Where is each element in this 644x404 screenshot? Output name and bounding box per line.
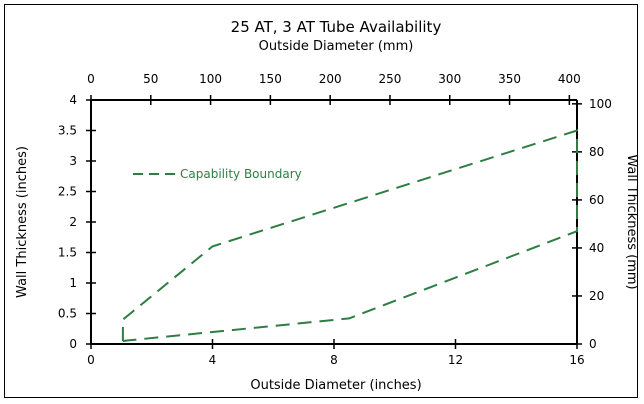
x-tick-label: 16	[569, 353, 584, 367]
y-tick-label: 3	[69, 154, 77, 168]
x2-tick-label: 0	[87, 72, 95, 86]
axes	[90, 99, 578, 345]
y2-tick-label: 80	[589, 145, 604, 159]
legend: Capability Boundary	[133, 167, 302, 181]
chart-frame	[4, 4, 638, 398]
x2-tick-label: 200	[319, 72, 342, 86]
x2-tick-label: 300	[438, 72, 461, 86]
x-tick-label: 8	[330, 353, 338, 367]
y-tick-label: 1.5	[58, 246, 77, 260]
y2-axis-title: Wall Thickness (mm)	[624, 154, 639, 289]
x-tick-label: 4	[209, 353, 217, 367]
x2-tick-label: 400	[558, 72, 581, 86]
y2-tick-label: 40	[589, 241, 604, 255]
y-tick-label: 1	[69, 276, 77, 290]
y-tick-label: 2.5	[58, 185, 77, 199]
legend-label: Capability Boundary	[180, 167, 302, 181]
x-axis-title: Outside Diameter (inches)	[250, 378, 421, 393]
x2-tick-label: 50	[143, 72, 158, 86]
x-tick-label: 12	[448, 353, 463, 367]
y2-tick-label: 0	[589, 337, 597, 351]
y-tick-label: 0.5	[58, 307, 77, 321]
chart-title: 25 AT, 3 AT Tube Availability	[231, 18, 442, 36]
y-tick-label: 4	[69, 93, 77, 107]
y-tick-label: 2	[69, 215, 77, 229]
x-tick-label: 0	[87, 353, 95, 367]
x2-tick-label: 250	[379, 72, 402, 86]
x2-tick-label: 100	[199, 72, 222, 86]
x2-axis-title: Outside Diameter (mm)	[259, 39, 414, 54]
y-tick-label: 3.5	[58, 124, 77, 138]
y-axis-title: Wall Thickness (inches)	[15, 146, 30, 298]
series-capability-boundary-line	[121, 129, 578, 342]
y2-tick-label: 60	[589, 193, 604, 207]
y2-tick-label: 100	[589, 97, 612, 111]
y2-tick-label: 20	[589, 289, 604, 303]
plot-area	[121, 129, 578, 342]
x2-tick-label: 150	[259, 72, 282, 86]
x2-tick-label: 350	[498, 72, 521, 86]
y-tick-label: 0	[69, 337, 77, 351]
